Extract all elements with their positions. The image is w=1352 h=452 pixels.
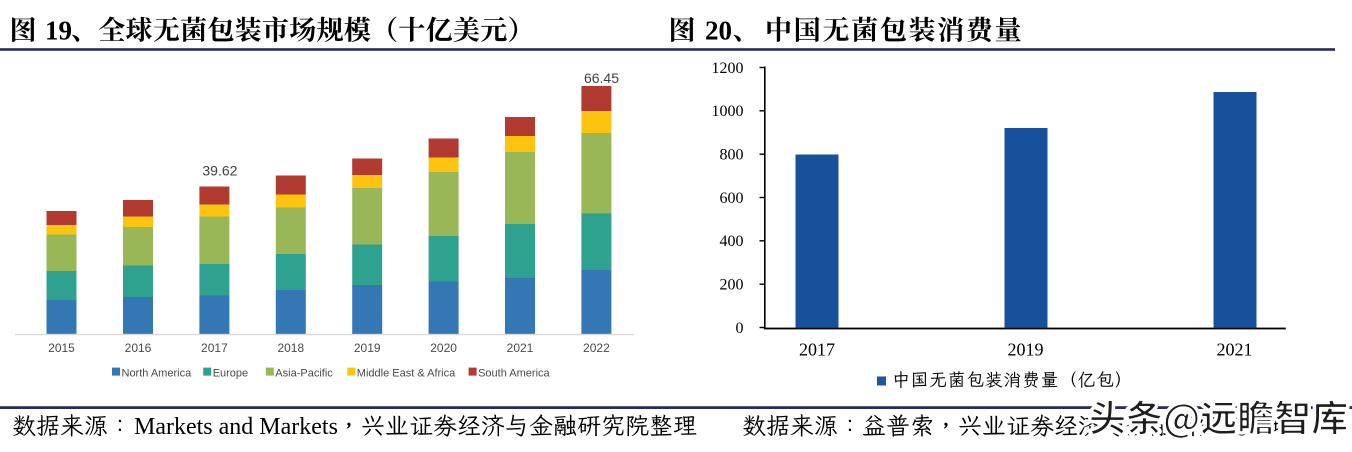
svg-text:2016: 2016 bbox=[125, 341, 152, 355]
svg-text:800: 800 bbox=[720, 147, 744, 164]
svg-text:South America: South America bbox=[478, 368, 550, 380]
svg-text:2019: 2019 bbox=[1008, 340, 1044, 360]
svg-text:1000: 1000 bbox=[712, 103, 744, 120]
svg-text:1200: 1200 bbox=[712, 60, 744, 77]
svg-text:2020: 2020 bbox=[430, 341, 457, 355]
svg-text:66.45: 66.45 bbox=[584, 70, 619, 86]
svg-text:19: 19 bbox=[45, 16, 72, 46]
svg-text:Asia-Pacific: Asia-Pacific bbox=[275, 368, 333, 380]
svg-text:2017: 2017 bbox=[799, 340, 835, 360]
svg-text:2018: 2018 bbox=[277, 341, 304, 355]
svg-text:2019: 2019 bbox=[354, 341, 381, 355]
svg-text:2021: 2021 bbox=[507, 341, 534, 355]
svg-text:200: 200 bbox=[720, 277, 744, 294]
svg-text:2022: 2022 bbox=[583, 341, 610, 355]
svg-text:600: 600 bbox=[720, 190, 744, 207]
svg-text:20: 20 bbox=[705, 16, 732, 46]
svg-text:Markets and Markets: Markets and Markets bbox=[134, 414, 338, 440]
svg-text:Middle East & Africa: Middle East & Africa bbox=[357, 368, 456, 380]
svg-text:0: 0 bbox=[736, 320, 744, 337]
svg-text:Europe: Europe bbox=[213, 368, 248, 380]
svg-text:2015: 2015 bbox=[48, 341, 75, 355]
svg-text:400: 400 bbox=[720, 233, 744, 250]
svg-text:2017: 2017 bbox=[201, 341, 228, 355]
svg-text:North America: North America bbox=[122, 368, 193, 380]
svg-text:39.62: 39.62 bbox=[202, 163, 237, 179]
svg-text:2021: 2021 bbox=[1217, 340, 1253, 360]
